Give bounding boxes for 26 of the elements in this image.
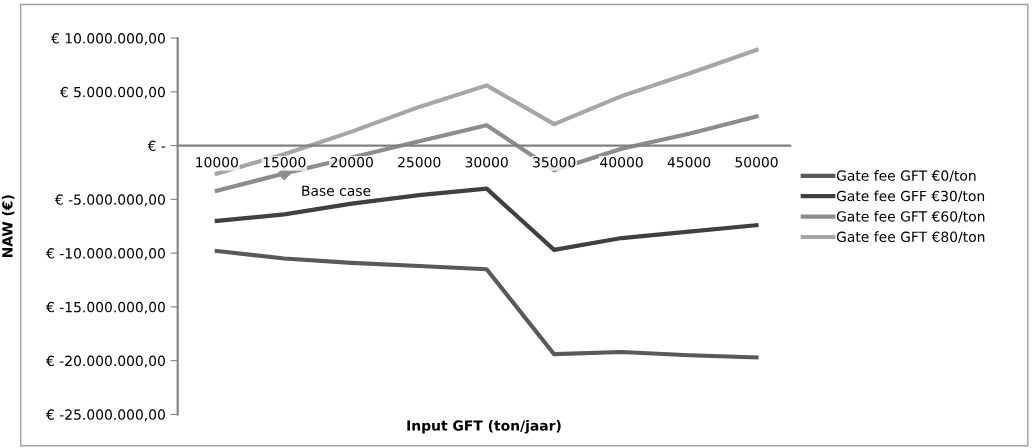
legend-label: Gate fee GFF €30/ton	[836, 190, 985, 203]
y-tick-label: € -15.000.000,00	[46, 301, 165, 314]
line-series	[214, 186, 759, 252]
legend-label: Gate fee GFT €0/ton	[836, 170, 976, 182]
y-tick-label: € -20.000.000,00	[46, 355, 165, 368]
x-tick-label: 35000	[533, 156, 576, 168]
y-tick-label: € 5.000.000,00	[59, 86, 165, 99]
x-tick-label: 40000	[600, 156, 643, 168]
y-tick-label: € 10.000.000,00	[51, 33, 165, 45]
line-series	[214, 248, 759, 360]
x-tick-label: 10000	[196, 156, 238, 168]
x-tick-label: 25000	[398, 156, 441, 168]
legend-label: Gate fee GFT €80/ton	[836, 231, 985, 244]
x-tick-label: 30000	[465, 156, 508, 168]
y-tick-label: € -25.000.000,00	[46, 409, 165, 422]
y-tick-label: € -10.000.000,00	[46, 248, 165, 261]
y-axis-title: NAW (€)	[1, 195, 15, 258]
x-tick-label: 50000	[735, 156, 778, 168]
annotation: Base case	[302, 185, 371, 196]
x-tick-label: 45000	[667, 156, 711, 168]
legend-label: Gate fee GFT €60/ton	[836, 210, 985, 223]
y-tick-label: € -5.000.000,00	[54, 194, 165, 207]
x-tick-label: 20000	[330, 156, 373, 168]
x-tick-label: 15000	[263, 156, 306, 168]
y-tick-label: € -	[147, 140, 166, 152]
x-axis-title: Input GFT (ton/jaar)	[407, 420, 561, 434]
